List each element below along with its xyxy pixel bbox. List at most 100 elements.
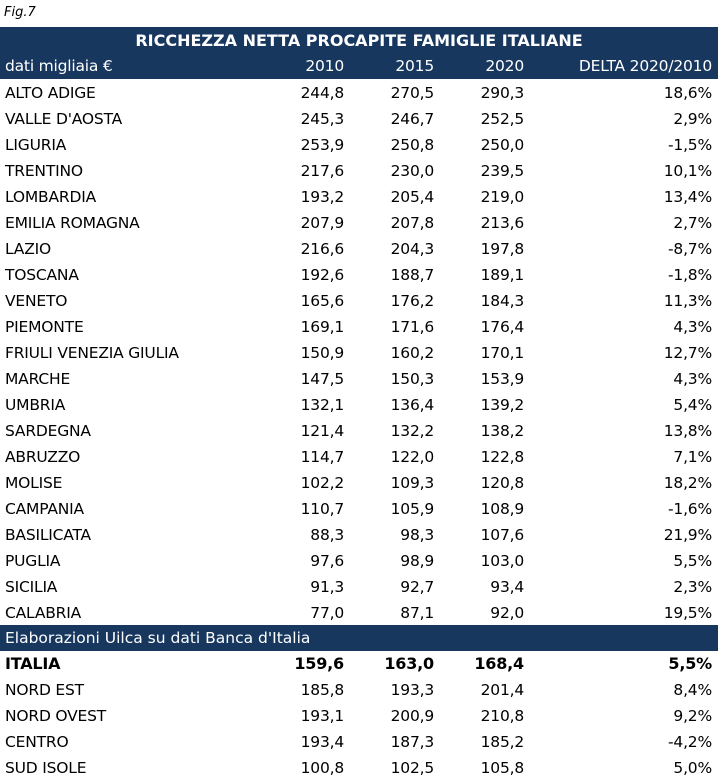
table-row: LAZIO 216,6 204,3 197,8 -8,7% [0,236,718,262]
region-name: NORD OVEST [5,707,107,725]
region-name: MOLISE [5,474,63,492]
delta-value: 2,9% [673,110,712,128]
value-2010: 121,4 [300,422,345,440]
region-name: LIGURIA [5,136,67,154]
value-2015: 105,9 [390,500,435,518]
region-name: VALLE D'AOSTA [5,110,123,128]
value-2015: 132,2 [390,422,435,440]
region-name: UMBRIA [5,396,66,414]
delta-value: 5,4% [673,396,712,414]
value-2010: 193,2 [300,188,345,206]
table-row: PUGLIA 97,6 98,9 103,0 5,5% [0,548,718,574]
table-row: NORD OVEST 193,1 200,9 210,8 9,2% [0,703,718,729]
value-2020: 252,5 [480,110,525,128]
region-name: ITALIA [5,654,61,673]
header-2010: 2010 [305,57,344,75]
region-name: CAMPANIA [5,500,84,518]
delta-value: 10,1% [663,162,712,180]
value-2020: 239,5 [480,162,525,180]
delta-value: 18,2% [663,474,712,492]
value-2010: 132,1 [300,396,345,414]
table-row: SUD ISOLE 100,8 102,5 105,8 5,0% [0,755,718,781]
value-2010: 91,3 [310,578,344,596]
value-2015: 102,5 [390,759,435,777]
delta-value: -1,6% [668,500,712,518]
table-row: SICILIA 91,3 92,7 93,4 2,3% [0,574,718,600]
value-2015: 160,2 [390,344,435,362]
value-2015: 171,6 [390,318,435,336]
value-2020: 103,0 [480,552,525,570]
value-2010: 253,9 [300,136,345,154]
table-row: ITALIA 159,6 163,0 168,4 5,5% [0,651,718,677]
delta-value: 2,3% [673,578,712,596]
region-name: ALTO ADIGE [5,84,96,102]
value-2020: 105,8 [480,759,525,777]
delta-value: 5,0% [673,759,712,777]
value-2015: 98,3 [400,526,434,544]
region-name: PIEMONTE [5,318,84,336]
value-2020: 138,2 [480,422,525,440]
table-row: EMILIA ROMAGNA 207,9 207,8 213,6 2,7% [0,210,718,236]
table-row: ABRUZZO 114,7 122,0 122,8 7,1% [0,444,718,470]
value-2010: 193,1 [300,707,345,725]
delta-value: 5,5% [673,552,712,570]
table-row: CAMPANIA 110,7 105,9 108,9 -1,6% [0,496,718,522]
value-2015: 230,0 [390,162,435,180]
value-2020: 250,0 [480,136,525,154]
region-name: SARDEGNA [5,422,91,440]
delta-value: 11,3% [663,292,712,310]
value-2010: 114,7 [300,448,345,466]
value-2020: 170,1 [480,344,525,362]
delta-value: 12,7% [663,344,712,362]
value-2010: 185,8 [300,681,345,699]
table-row: FRIULI VENEZIA GIULIA 150,9 160,2 170,1 12,7… [0,340,718,366]
region-name: LAZIO [5,240,51,258]
value-2010: 150,9 [300,344,345,362]
table-row: PIEMONTE 169,1 171,6 176,4 4,3% [0,314,718,340]
value-2020: 189,1 [480,266,525,284]
header-2020: 2020 [485,57,524,75]
delta-value: 19,5% [663,604,712,622]
value-2010: 97,6 [310,552,344,570]
value-2015: 150,3 [390,370,435,388]
region-name: LOMBARDIA [5,188,96,206]
region-name: CENTRO [5,733,69,751]
header-2015: 2015 [395,57,434,75]
region-name: NORD EST [5,681,84,699]
region-name: VENETO [5,292,68,310]
value-2015: 207,8 [390,214,435,232]
delta-value: 21,9% [663,526,712,544]
delta-value: 9,2% [673,707,712,725]
value-2010: 192,6 [300,266,345,284]
value-2010: 100,8 [300,759,345,777]
value-2020: 290,3 [480,84,525,102]
value-2015: 109,3 [390,474,435,492]
delta-value: -8,7% [668,240,712,258]
value-2010: 244,8 [300,84,345,102]
delta-value: 2,7% [673,214,712,232]
value-2015: 187,3 [390,733,435,751]
table-row: TOSCANA 192,6 188,7 189,1 -1,8% [0,262,718,288]
header-delta: DELTA 2020/2010 [578,57,712,75]
region-name: CALABRIA [5,604,81,622]
value-2020: 120,8 [480,474,525,492]
value-2020: 108,9 [480,500,525,518]
table-row: VALLE D'AOSTA 245,3 246,7 252,5 2,9% [0,106,718,132]
table-header: dati migliaia € 2010 2015 2020 DELTA 202… [0,53,718,79]
table-row: MARCHE 147,5 150,3 153,9 4,3% [0,366,718,392]
table-row: LIGURIA 253,9 250,8 250,0 -1,5% [0,132,718,158]
region-name: EMILIA ROMAGNA [5,214,140,232]
value-2015: 92,7 [400,578,434,596]
region-name: SUD ISOLE [5,759,87,777]
delta-value: 4,3% [673,370,712,388]
value-2015: 250,8 [390,136,435,154]
value-2020: 210,8 [480,707,525,725]
delta-value: -1,5% [668,136,712,154]
value-2020: 219,0 [480,188,525,206]
table-row: UMBRIA 132,1 136,4 139,2 5,4% [0,392,718,418]
value-2020: 93,4 [490,578,524,596]
value-2010: 102,2 [300,474,345,492]
delta-value: 13,8% [663,422,712,440]
delta-value: 18,6% [663,84,712,102]
value-2020: 153,9 [480,370,525,388]
